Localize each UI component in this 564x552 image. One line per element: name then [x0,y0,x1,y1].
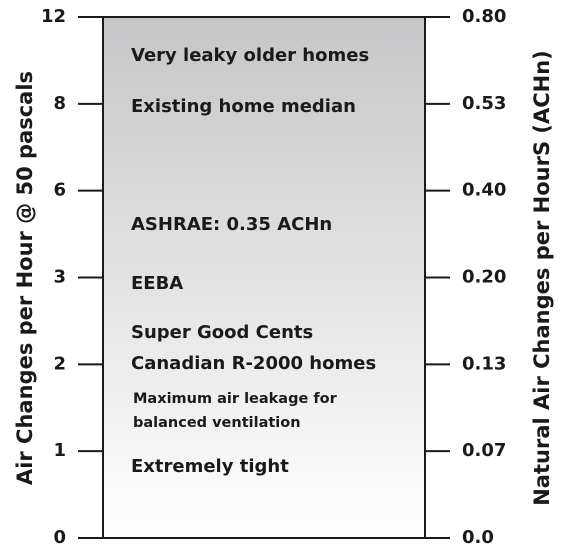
right-tick-label: 0.40 [462,180,506,201]
annotation: Very leaky older homes [131,45,369,66]
right-tick-label: 0.0 [462,527,494,548]
right-tick-label: 0.53 [462,93,506,114]
annotation: Super Good Cents [131,322,313,343]
left-tick-label: 8 [53,93,66,114]
right-tick-label: 0.13 [462,353,506,374]
annotation: Maximum air leakage for [133,391,338,407]
left-tick-label: 2 [53,353,66,374]
annotation: EEBA [131,273,183,294]
scale-box [102,16,426,539]
left-tick-label: 1 [53,440,66,461]
left-tick-label: 3 [53,267,66,288]
annotation: Canadian R-2000 homes [131,353,376,374]
left-tick-label: 12 [41,6,66,27]
annotation: balanced ventilation [133,415,301,431]
right-tick-label: 0.80 [462,6,506,27]
annotation: Existing home median [131,96,356,117]
right-axis-title: Natural Air Changes per HourS (ACHn) [530,50,554,506]
annotation: Extremely tight [131,456,289,477]
left-tick-label: 6 [53,180,66,201]
annotation: ASHRAE: 0.35 ACHn [131,214,332,235]
right-tick-label: 0.20 [462,267,506,288]
right-tick-label: 0.07 [462,440,506,461]
left-tick-label: 0 [53,527,66,548]
left-axis-title: Air Changes per Hour @ 50 pascals [13,71,37,485]
